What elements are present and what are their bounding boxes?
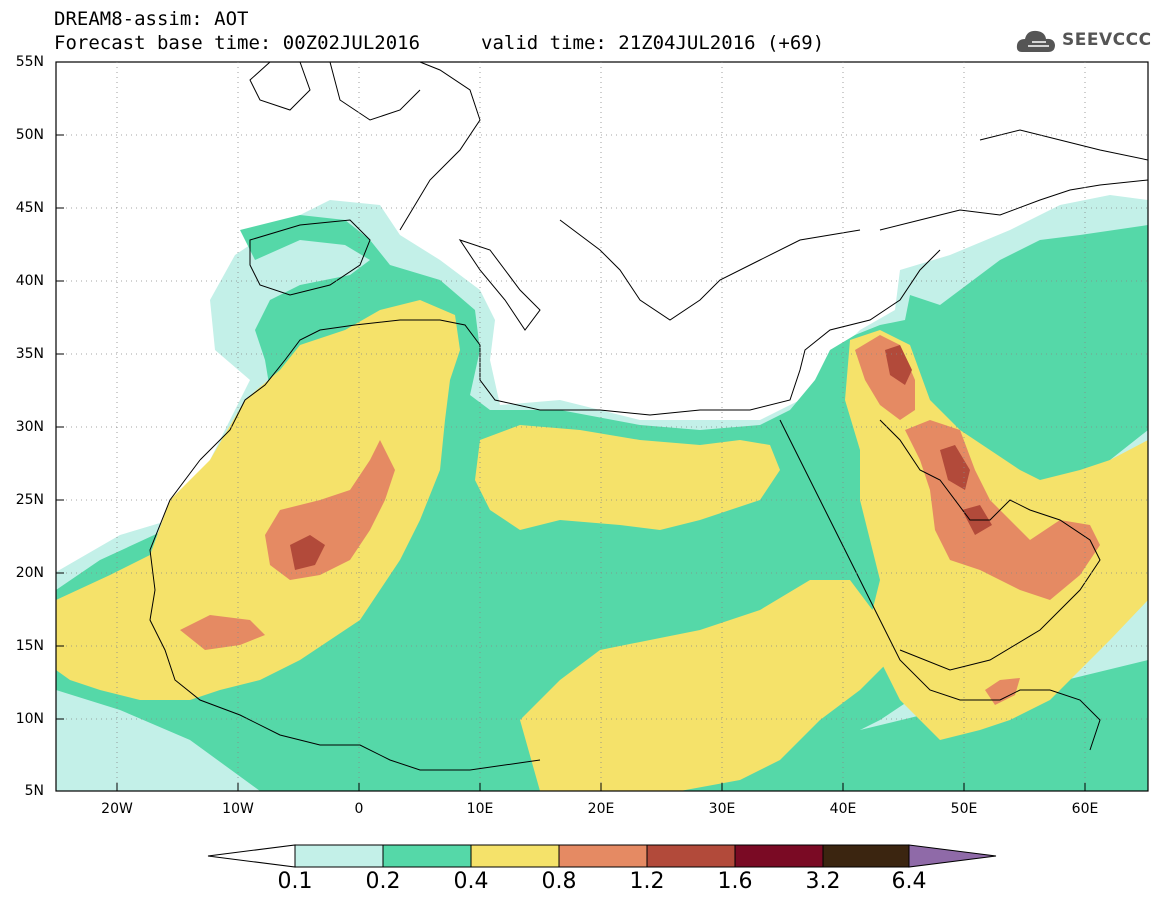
colorbar-under-arrow: [207, 844, 296, 868]
logo-text: SEEVCCC: [1062, 30, 1152, 50]
colorbar-label: 0.4: [453, 869, 489, 894]
lon-label: 20E: [587, 801, 615, 817]
cloud-logo-icon: [1016, 30, 1055, 52]
colorbar: [207, 844, 997, 868]
colorbar-bin-4: [558, 844, 648, 868]
colorbar-label: 3.2: [805, 869, 841, 894]
lon-label: 60E: [1071, 801, 1099, 817]
colorbar-bin-7: [822, 844, 910, 868]
graticule: [56, 62, 1148, 791]
colorbar-label: 1.2: [629, 869, 665, 894]
aot-band-0.4: [56, 300, 460, 700]
lon-label: 0: [354, 801, 364, 817]
colorbar-bin-3: [470, 844, 560, 868]
colorbar-bin-5: [646, 844, 736, 868]
aot-band-0.4-central: [475, 425, 780, 530]
lon-label: 10W: [222, 801, 254, 817]
lat-label: 50N: [15, 127, 44, 143]
map-title: DREAM8-assim: AOT: [54, 8, 249, 30]
lat-label: 35N: [15, 346, 44, 362]
aot-band-0.8-somalia: [985, 678, 1020, 705]
lon-label: 50E: [950, 801, 978, 817]
lon-label: 40E: [829, 801, 857, 817]
colorbar-bin-1: [294, 844, 384, 868]
aot-contours: [56, 195, 1148, 791]
colorbar-bin-6: [734, 844, 824, 868]
axis-ticks: [56, 61, 1086, 792]
lat-label: 15N: [15, 638, 44, 654]
lon-label: 20W: [101, 801, 133, 817]
lat-label: 10N: [15, 711, 44, 727]
forecast-base-time: Forecast base time: 00Z02JUL2016: [54, 32, 421, 54]
colorbar-label: 0.1: [277, 869, 313, 894]
lat-label: 30N: [15, 419, 44, 435]
lat-label: 20N: [15, 565, 44, 581]
lat-label: 45N: [15, 200, 44, 216]
colorbar-bin-2: [382, 844, 472, 868]
coastlines: [149, 62, 1148, 771]
colorbar-label: 1.6: [717, 869, 753, 894]
lat-label: 40N: [15, 273, 44, 289]
lat-label: 5N: [24, 783, 44, 799]
lon-label: 10E: [466, 801, 494, 817]
aot-band-0.8-mauritania: [180, 615, 265, 650]
valid-time: valid time: 21Z04JUL2016 (+69): [481, 32, 825, 54]
aot-band-0.4-south: [520, 580, 900, 791]
lat-label: 55N: [15, 54, 44, 70]
lon-label: 30E: [708, 801, 736, 817]
colorbar-over-arrow: [908, 844, 997, 868]
colorbar-label: 0.8: [541, 869, 577, 894]
colorbar-label: 6.4: [891, 869, 927, 894]
colorbar-label: 0.2: [365, 869, 401, 894]
lat-label: 25N: [15, 492, 44, 508]
